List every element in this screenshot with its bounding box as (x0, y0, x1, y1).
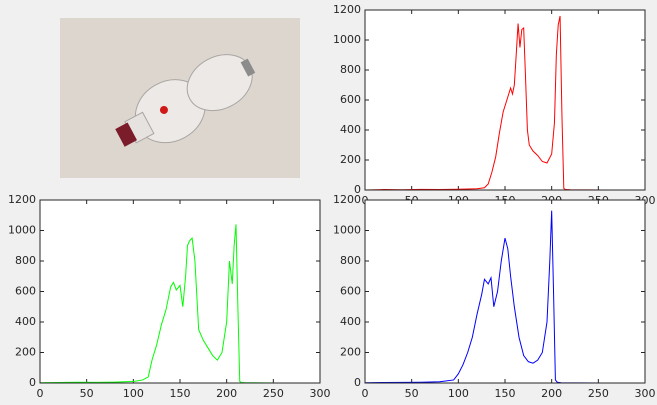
histogram-line (364, 210, 604, 384)
y-tick-label: 800 (340, 63, 361, 76)
y-tick-label: 200 (340, 346, 361, 359)
label-dot (159, 105, 168, 114)
x-tick-label: 250 (263, 387, 284, 400)
bottle-base (240, 58, 256, 77)
x-tick-label: 200 (541, 387, 562, 400)
y-tick-label: 1000 (333, 224, 361, 237)
axes-background (40, 200, 320, 383)
x-tick-label: 100 (448, 387, 469, 400)
x-tick-label: 150 (495, 387, 516, 400)
x-tick-label: 200 (216, 387, 237, 400)
y-tick-label: 600 (340, 285, 361, 298)
histogram-line (39, 224, 279, 384)
y-tick-label: 0 (354, 376, 361, 389)
histogram-line (364, 15, 604, 191)
x-tick-label: 0 (37, 387, 44, 400)
y-tick-label: 0 (354, 183, 361, 196)
x-tick-label: 300 (310, 387, 331, 400)
y-tick-label: 1000 (333, 33, 361, 46)
y-tick-label: 1000 (8, 224, 36, 237)
y-tick-label: 600 (15, 285, 36, 298)
axes-background (365, 200, 645, 383)
axes-background (365, 10, 645, 190)
y-tick-label: 600 (340, 93, 361, 106)
axes-box (39, 199, 321, 384)
y-tick-label: 400 (340, 315, 361, 328)
axes-box (364, 9, 646, 191)
y-tick-label: 1200 (333, 3, 361, 16)
x-tick-label: 100 (123, 387, 144, 400)
y-tick-label: 0 (29, 376, 36, 389)
x-tick-label: 300 (635, 387, 656, 400)
bottle (115, 54, 256, 147)
bottle-cap (115, 122, 138, 147)
y-tick-label: 200 (340, 153, 361, 166)
x-tick-label: 50 (405, 387, 419, 400)
y-tick-label: 200 (15, 346, 36, 359)
x-tick-label: 150 (170, 387, 191, 400)
axes-box (364, 199, 646, 384)
x-tick-label: 250 (588, 387, 609, 400)
y-tick-label: 1200 (333, 193, 361, 206)
y-tick-label: 1200 (8, 193, 36, 206)
y-tick-label: 400 (340, 123, 361, 136)
y-tick-label: 400 (15, 315, 36, 328)
x-tick-label: 50 (80, 387, 94, 400)
photo (60, 18, 300, 178)
x-tick-label: 0 (362, 387, 369, 400)
y-tick-label: 800 (15, 254, 36, 267)
y-tick-label: 800 (340, 254, 361, 267)
